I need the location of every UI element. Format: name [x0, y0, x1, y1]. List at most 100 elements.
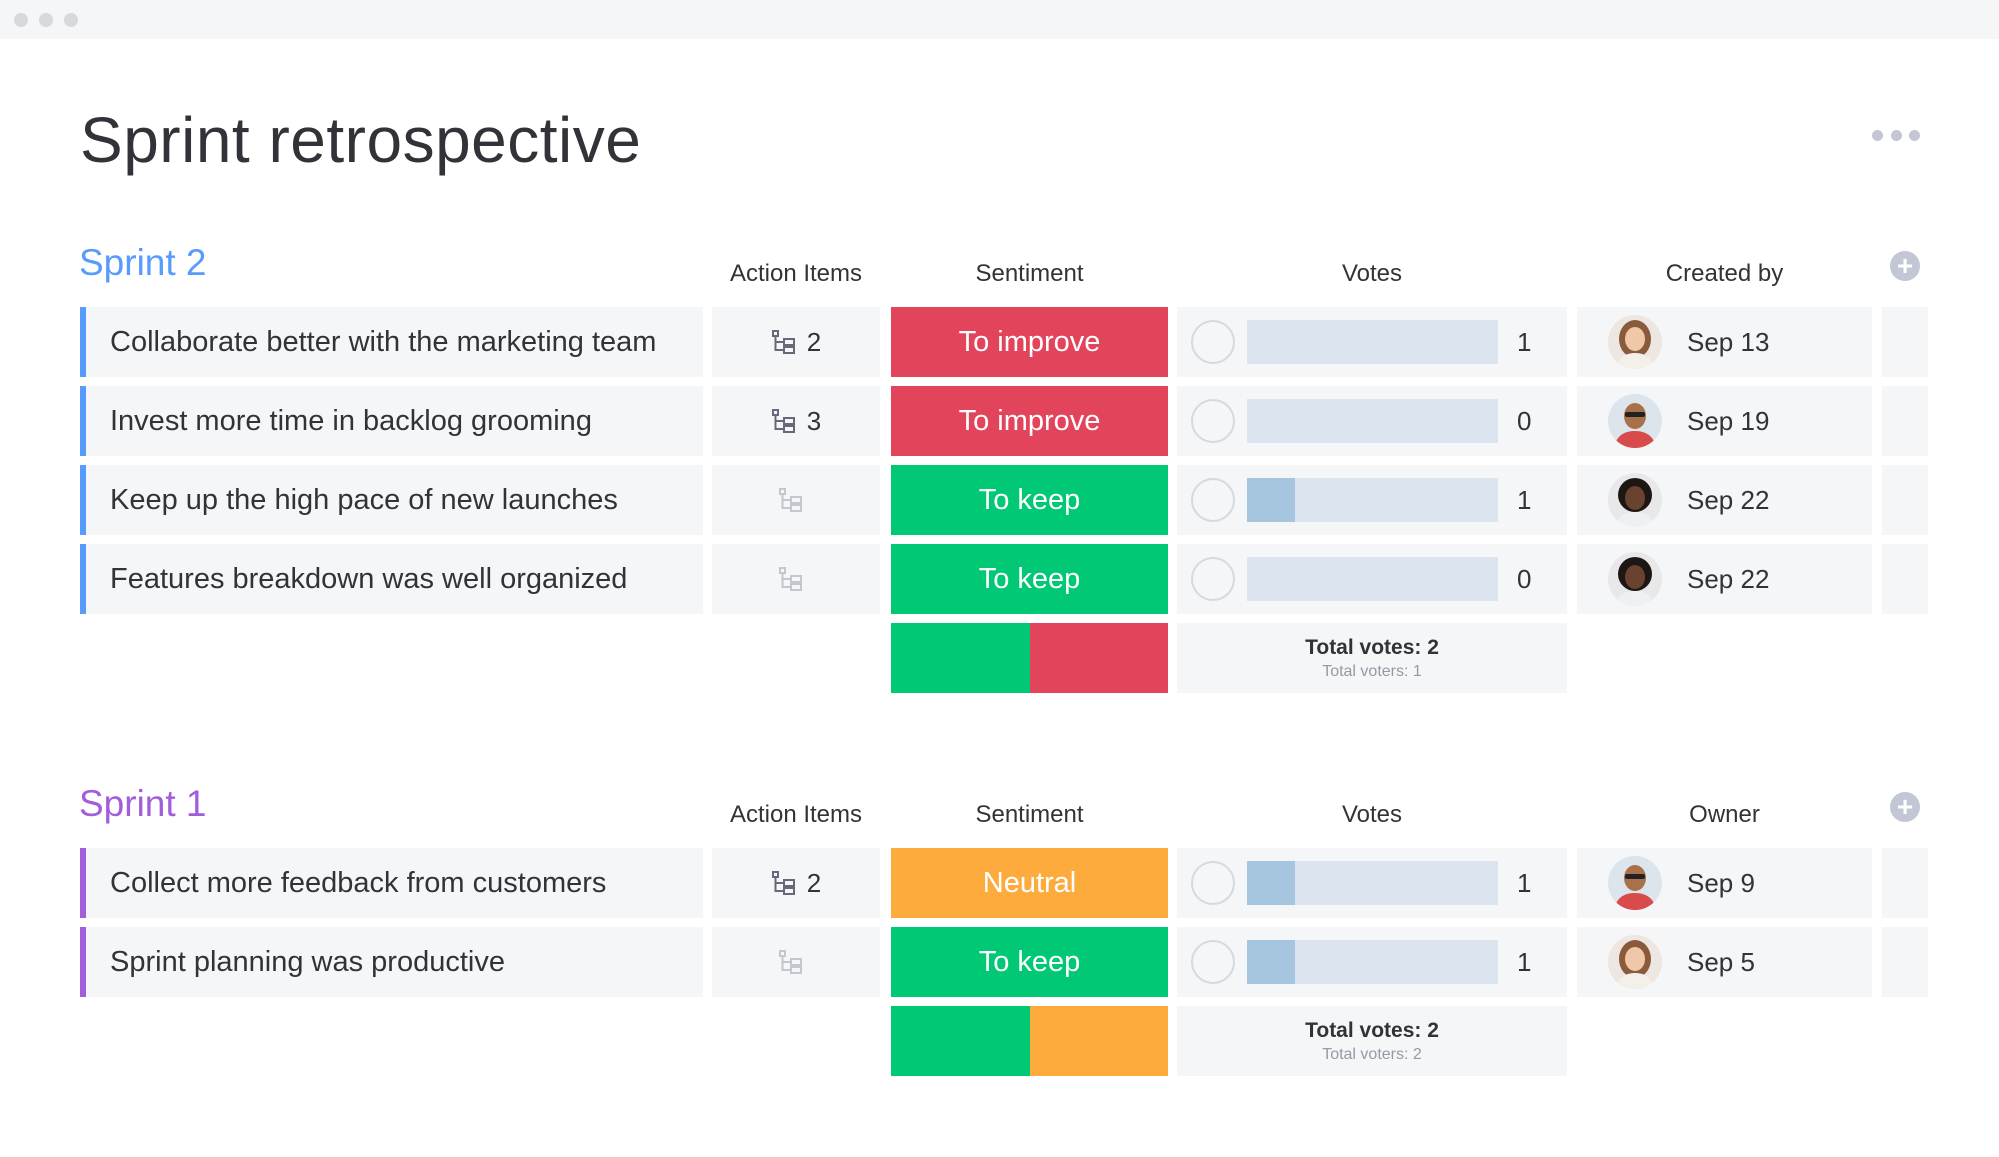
sentiment-status[interactable]: To keep — [891, 544, 1168, 614]
woman-light-avatar[interactable] — [1608, 935, 1662, 989]
action-items-cell[interactable]: 2 — [712, 307, 880, 377]
action-items-cell[interactable] — [712, 544, 880, 614]
column-header-owner[interactable]: Owner — [1689, 801, 1760, 828]
item-name-cell[interactable]: Invest more time in backlog grooming — [80, 386, 703, 456]
created-date: Sep 22 — [1687, 563, 1770, 594]
sentiment-split-segment[interactable] — [891, 623, 1030, 693]
item-name-cell[interactable]: Features breakdown was well organized — [80, 544, 703, 614]
vote-progress-fill — [1247, 940, 1295, 984]
created-date: Sep 5 — [1687, 946, 1755, 977]
vote-count: 1 — [1517, 326, 1532, 357]
sentiment-label: To keep — [978, 483, 1081, 516]
empty-column-cell[interactable] — [1882, 848, 1928, 918]
sentiment-summary-bar[interactable] — [891, 1006, 1168, 1076]
sentiment-label: To improve — [958, 404, 1101, 437]
group-title[interactable]: Sprint 2 — [79, 242, 207, 283]
vote-count: 1 — [1517, 867, 1532, 898]
group-summary-row: Total votes: 2 Total voters: 2 — [0, 1006, 1999, 1076]
vote-button[interactable] — [1191, 320, 1235, 364]
subitems-icon — [771, 408, 797, 434]
created-by-cell[interactable]: Sep 19 — [1577, 386, 1872, 456]
sentiment-status[interactable]: To keep — [891, 927, 1168, 997]
item-name: Collect more feedback from customers — [110, 866, 607, 899]
woman-dark-avatar[interactable] — [1608, 552, 1662, 606]
created-by-cell[interactable]: Sep 22 — [1577, 465, 1872, 535]
column-header-action-items[interactable]: Action Items — [729, 801, 863, 828]
action-items-cell[interactable] — [712, 465, 880, 535]
man-glasses-avatar[interactable] — [1608, 856, 1662, 910]
woman-dark-avatar[interactable] — [1608, 473, 1662, 527]
column-header-votes[interactable]: Votes — [1341, 260, 1403, 287]
column-header-votes[interactable]: Votes — [1341, 801, 1403, 828]
vote-button[interactable] — [1191, 399, 1235, 443]
created-by-cell[interactable]: Sep 22 — [1577, 544, 1872, 614]
total-votes: Total votes: 2 — [1305, 635, 1439, 659]
vote-button[interactable] — [1191, 861, 1235, 905]
empty-column-cell[interactable] — [1882, 386, 1928, 456]
created-by-cell[interactable]: Sep 13 — [1577, 307, 1872, 377]
column-header-action-items[interactable]: Action Items — [729, 260, 863, 287]
created-date: Sep 9 — [1687, 867, 1755, 898]
column-header-sentiment[interactable]: Sentiment — [975, 260, 1084, 287]
table-row[interactable]: Collaborate better with the marketing te… — [0, 307, 1999, 377]
sentiment-summary-bar[interactable] — [891, 623, 1168, 693]
window-minimize-dot[interactable] — [39, 13, 53, 27]
empty-column-cell[interactable] — [1882, 307, 1928, 377]
table-row[interactable]: Collect more feedback from customers 2 N… — [0, 848, 1999, 918]
item-name-cell[interactable]: Collect more feedback from customers — [80, 848, 703, 918]
sentiment-status[interactable]: Neutral — [891, 848, 1168, 918]
sentiment-split-segment[interactable] — [1029, 623, 1168, 693]
page-title: Sprint retrospective — [80, 104, 642, 176]
created-by-cell[interactable]: Sep 5 — [1577, 927, 1872, 997]
vote-progress-fill — [1247, 861, 1295, 905]
sentiment-split-segment[interactable] — [1029, 1006, 1168, 1076]
table-row[interactable]: Features breakdown was well organized To… — [0, 544, 1999, 614]
sentiment-status[interactable]: To improve — [891, 386, 1168, 456]
votes-summary: Total votes: 2 Total voters: 2 — [1177, 1006, 1567, 1076]
item-name-cell[interactable]: Sprint planning was productive — [80, 927, 703, 997]
item-name-cell[interactable]: Collaborate better with the marketing te… — [80, 307, 703, 377]
add-column-button[interactable]: + — [1890, 792, 1920, 822]
table-row[interactable]: Invest more time in backlog grooming 3 T… — [0, 386, 1999, 456]
man-glasses-avatar[interactable] — [1608, 394, 1662, 448]
action-items-count: 3 — [806, 405, 822, 436]
sentiment-label: Neutral — [982, 866, 1077, 899]
created-by-cell[interactable]: Sep 9 — [1577, 848, 1872, 918]
item-name-cell[interactable]: Keep up the high pace of new launches — [80, 465, 703, 535]
vote-count: 0 — [1517, 563, 1532, 594]
group-title[interactable]: Sprint 1 — [79, 783, 207, 824]
column-header-sentiment[interactable]: Sentiment — [975, 801, 1084, 828]
sentiment-status[interactable]: To keep — [891, 465, 1168, 535]
action-items-cell[interactable] — [712, 927, 880, 997]
subitems-icon — [771, 329, 797, 355]
sentiment-label: To keep — [978, 945, 1081, 978]
votes-cell: 0 — [1177, 544, 1567, 614]
created-date: Sep 22 — [1687, 484, 1770, 515]
vote-progress-bar — [1247, 320, 1498, 364]
empty-column-cell[interactable] — [1882, 465, 1928, 535]
more-dots-icon[interactable] — [1872, 122, 1920, 148]
woman-light-avatar[interactable] — [1608, 315, 1662, 369]
table-row[interactable]: Sprint planning was productive To keep 1 — [0, 927, 1999, 997]
table-row[interactable]: Keep up the high pace of new launches To… — [0, 465, 1999, 535]
action-items-cell[interactable]: 3 — [712, 386, 880, 456]
column-header-created-by[interactable]: Created by — [1665, 260, 1784, 287]
vote-button[interactable] — [1191, 557, 1235, 601]
vote-button[interactable] — [1191, 940, 1235, 984]
subitems-icon — [771, 870, 797, 896]
item-name: Features breakdown was well organized — [110, 562, 628, 595]
window-close-dot[interactable] — [14, 13, 28, 27]
empty-column-cell[interactable] — [1882, 544, 1928, 614]
window-maximize-dot[interactable] — [64, 13, 78, 27]
subitems-icon — [778, 487, 804, 513]
sentiment-split-segment[interactable] — [891, 1006, 1030, 1076]
sentiment-label: To keep — [978, 562, 1081, 595]
subitems-icon — [778, 566, 804, 592]
group-color-bar — [80, 544, 86, 614]
add-column-button[interactable]: + — [1890, 251, 1920, 281]
action-items-count: 2 — [806, 326, 822, 357]
vote-button[interactable] — [1191, 478, 1235, 522]
sentiment-status[interactable]: To improve — [891, 307, 1168, 377]
empty-column-cell[interactable] — [1882, 927, 1928, 997]
action-items-cell[interactable]: 2 — [712, 848, 880, 918]
